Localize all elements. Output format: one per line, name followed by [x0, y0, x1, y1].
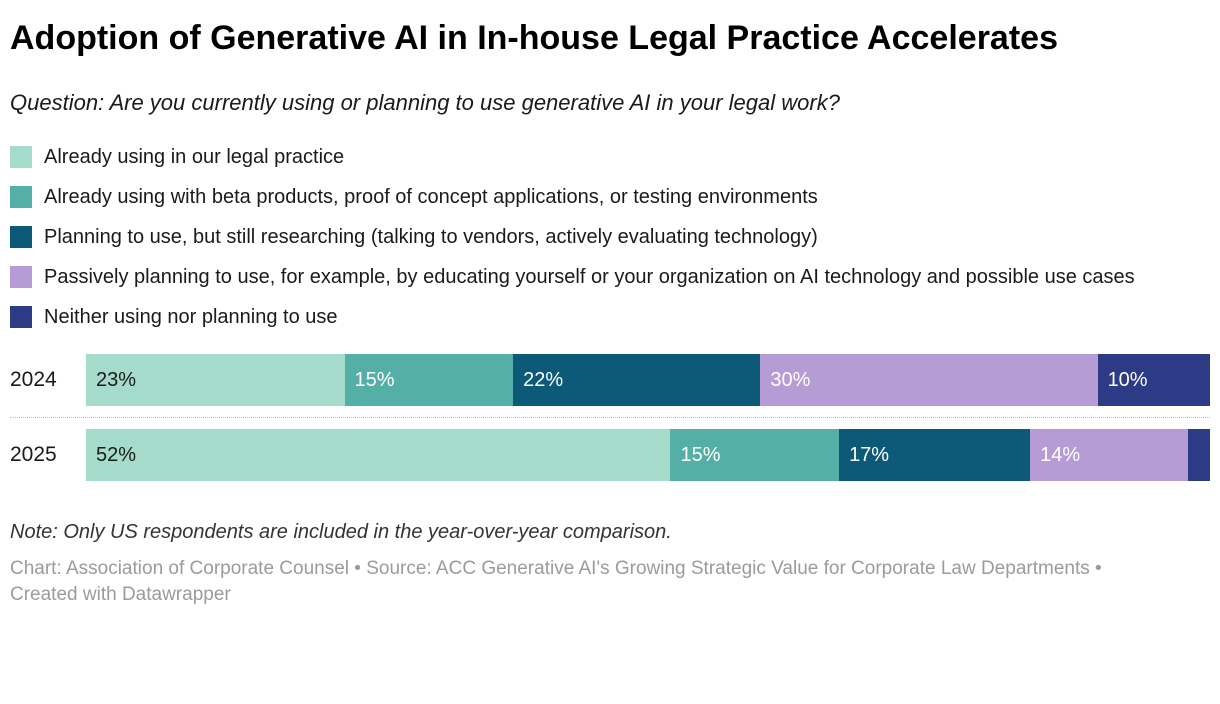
segment-value-label: 15% — [354, 368, 395, 391]
segment-value-label: 15% — [680, 443, 721, 466]
legend-item-4: Neither using nor planning to use — [10, 300, 1210, 334]
bar-segment-2024-2: 22% — [513, 354, 761, 407]
segment-value-label: 23% — [96, 368, 137, 391]
legend-label: Already using with beta products, proof … — [44, 186, 818, 209]
row-separator — [10, 417, 1210, 419]
legend-item-2: Planning to use, but still researching (… — [10, 220, 1210, 254]
row-label: 2025 — [10, 443, 57, 467]
legend-label: Passively planning to use, for example, … — [44, 266, 1135, 289]
legend-label: Planning to use, but still researching (… — [44, 226, 818, 249]
bar-segment-2024-4: 10% — [1097, 354, 1210, 407]
legend-swatch-icon — [10, 226, 32, 249]
bar-row-2024: 2024 23% 15% 22% 30% 10% — [10, 354, 1210, 407]
legend-item-3: Passively planning to use, for example, … — [10, 260, 1210, 294]
legend-swatch-icon — [10, 266, 32, 289]
bar-segment-2025-1: 15% — [670, 429, 840, 482]
segment-value-label: 14% — [1040, 443, 1081, 466]
legend-swatch-icon — [10, 306, 32, 329]
segment-value-label: 52% — [96, 443, 137, 466]
bar-segment-2024-3: 30% — [760, 354, 1098, 407]
segment-value-label: 22% — [523, 368, 564, 391]
bar-segment-2025-4 — [1187, 429, 1210, 482]
segment-value-label: 30% — [770, 368, 811, 391]
bar-segment-2025-3: 14% — [1030, 429, 1188, 482]
stacked-bar: 52% 15% 17% 14% — [86, 429, 1210, 482]
bar-segment-2024-1: 15% — [344, 354, 514, 407]
legend-swatch-icon — [10, 146, 32, 169]
chart-title: Adoption of Generative AI in In-house Le… — [10, 19, 1058, 57]
bar-row-2025: 2025 52% 15% 17% 14% — [10, 429, 1210, 482]
chart-note: Note: Only US respondents are included i… — [10, 521, 672, 544]
legend-item-1: Already using with beta products, proof … — [10, 180, 1210, 214]
segment-value-label: 17% — [849, 443, 890, 466]
legend-label: Already using in our legal practice — [44, 146, 345, 169]
legend-label: Neither using nor planning to use — [44, 306, 338, 329]
bar-segment-2025-0: 52% — [86, 429, 671, 482]
chart-source: Chart: Association of Corporate Counsel … — [10, 558, 1102, 605]
legend-swatch-icon — [10, 186, 32, 209]
segment-value-label: 10% — [1107, 368, 1148, 391]
bar-segment-2025-2: 17% — [839, 429, 1031, 482]
legend-item-0: Already using in our legal practice — [10, 140, 1210, 174]
row-label: 2024 — [10, 368, 57, 392]
chart-subtitle: Question: Are you currently using or pla… — [10, 90, 840, 116]
stacked-bar-chart: 2024 23% 15% 22% 30% 10% 2025 52% 15% 17% 14% — [10, 354, 1210, 482]
legend: Already using in our legal practice Alrea… — [10, 140, 1210, 334]
bar-segment-2024-0: 23% — [86, 354, 345, 407]
stacked-bar: 23% 15% 22% 30% 10% — [86, 354, 1210, 407]
